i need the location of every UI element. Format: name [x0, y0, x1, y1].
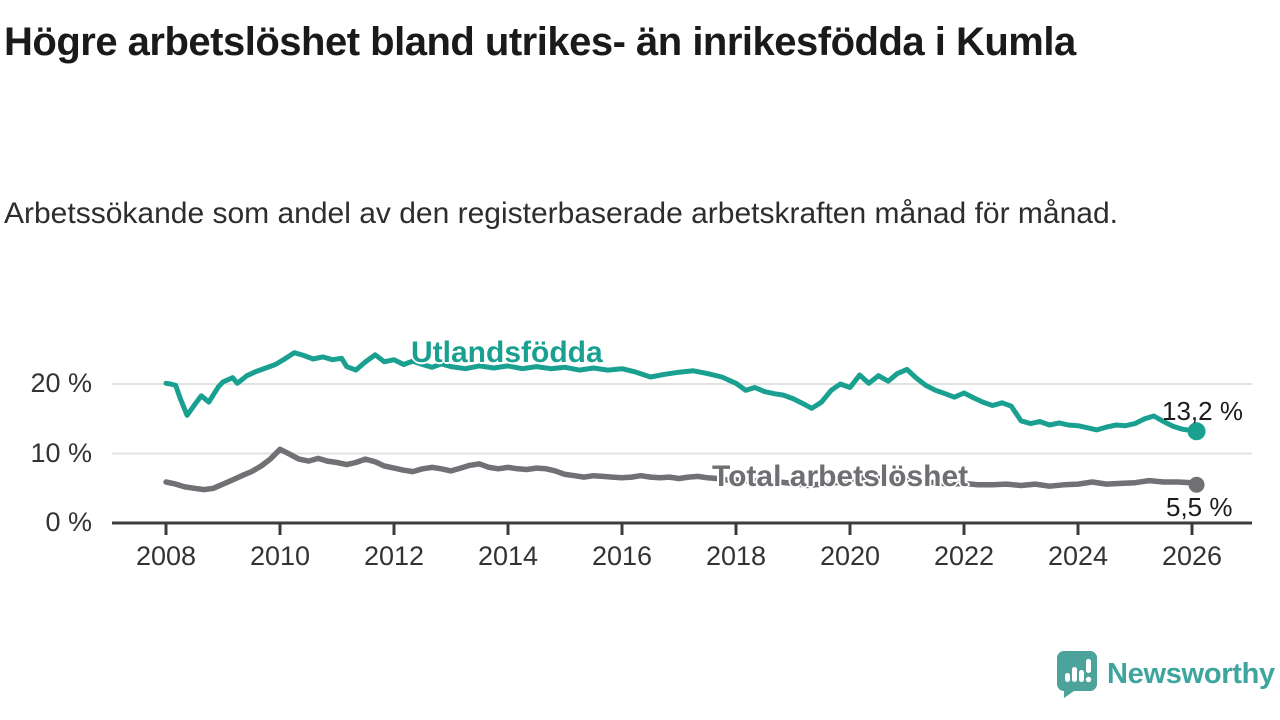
x-axis-tick-label: 2010 — [249, 541, 311, 571]
page-subtitle: Arbetssökande som andel av den registerb… — [4, 197, 1118, 230]
y-axis-tick-label: 0 % — [45, 507, 92, 537]
x-axis-tick-label: 2016 — [591, 541, 653, 571]
newsworthy-logo: Newsworthy — [1054, 650, 1275, 698]
y-axis-tick-label: 10 % — [30, 437, 92, 468]
series-label-total-arbetsloshet: Total arbetslöshet — [712, 460, 969, 493]
x-axis-tick-label: 2012 — [363, 541, 425, 571]
end-value-label-total: 5,5 % — [1166, 492, 1233, 522]
x-axis-tick-label: 2026 — [1161, 541, 1223, 571]
series-label-utlandsfodda: Utlandsfödda — [411, 336, 603, 369]
page-title: Högre arbetslöshet bland utrikes- än inr… — [4, 20, 1076, 64]
x-axis-tick-label: 2014 — [477, 541, 539, 571]
end-dot-utlandsfodda — [1187, 422, 1206, 441]
x-axis-tick-label: 2008 — [135, 541, 197, 571]
x-axis-tick-label: 2018 — [705, 541, 767, 571]
x-axis-tick-label: 2024 — [1047, 541, 1109, 571]
newsworthy-logo-icon — [1057, 651, 1097, 698]
x-axis-tick-label: 2022 — [933, 541, 995, 571]
end-value-label-utlandsfodda: 13,2 % — [1162, 396, 1243, 426]
x-axis-tick-label: 2020 — [819, 541, 881, 571]
line-utlandsfodda — [163, 350, 1200, 434]
end-dot-total-arbetsloshet — [1188, 476, 1205, 493]
newsworthy-logo-text: Newsworthy — [1107, 657, 1275, 690]
y-axis-tick-label: 20 % — [30, 368, 92, 398]
line-total-arbetsloshet — [163, 446, 1200, 493]
